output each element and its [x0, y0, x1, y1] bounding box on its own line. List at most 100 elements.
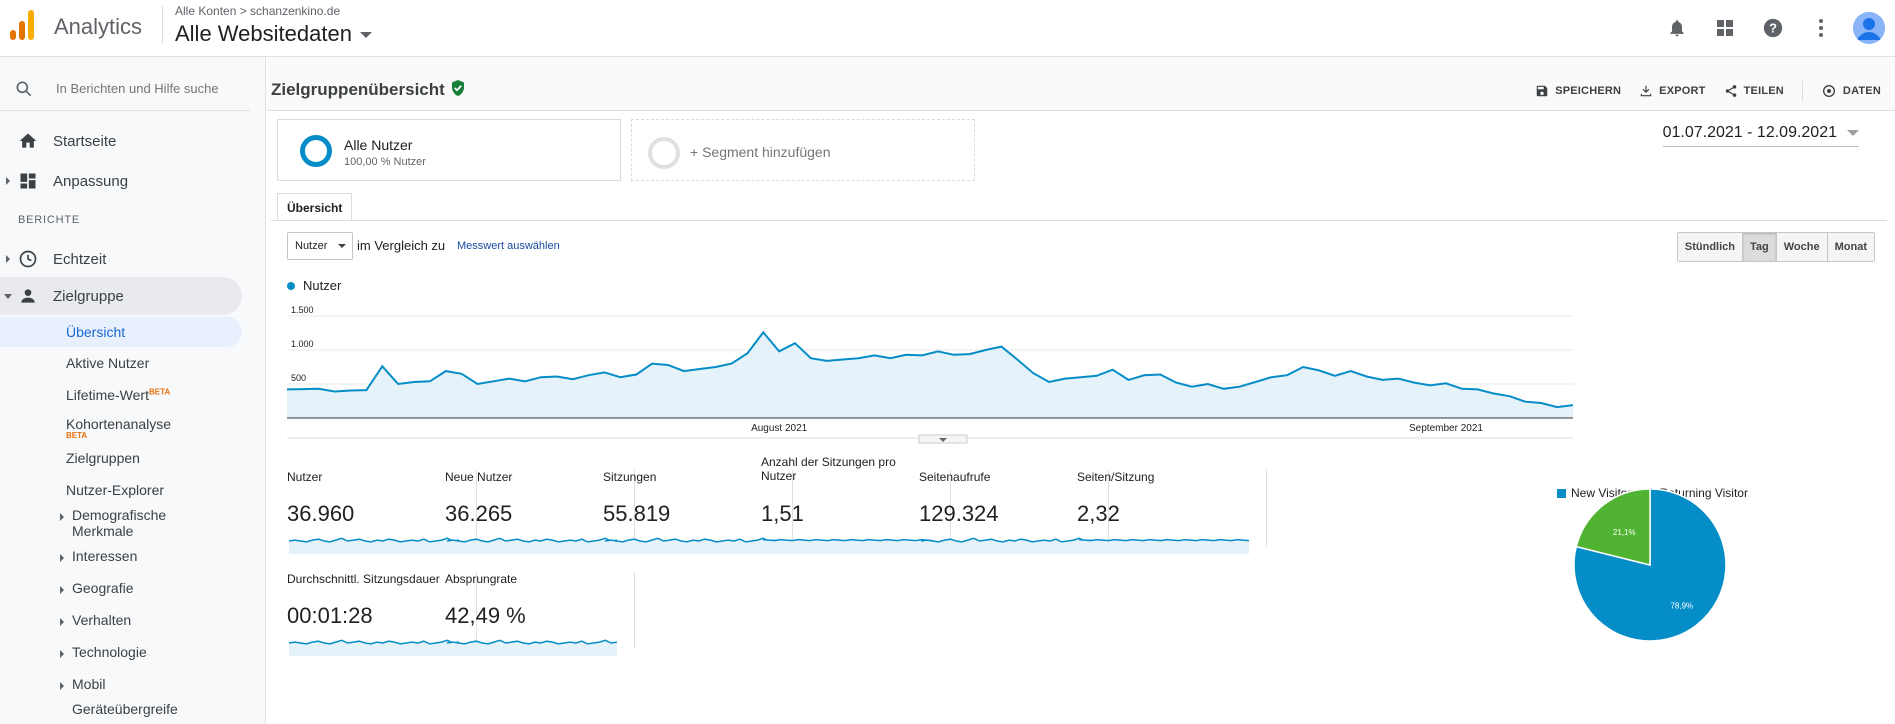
sparkline — [289, 639, 459, 656]
date-range-picker[interactable]: 01.07.2021 - 12.09.2021 — [1662, 124, 1859, 147]
sidebar-item-nutzer-explorer[interactable]: Nutzer-Explorer — [0, 475, 242, 505]
sub-label: Demografische Merkmale — [72, 507, 167, 539]
analytics-logo-icon[interactable] — [8, 8, 38, 42]
property-selector[interactable]: Alle Websitedaten — [175, 21, 372, 47]
sidebar-item-uebersicht[interactable]: Übersicht — [0, 317, 242, 347]
scorecard[interactable]: Neue Nutzer 36.265 — [445, 470, 635, 566]
collapse-arrow-icon — [4, 293, 12, 299]
scorecard[interactable]: Nutzer 36.960 — [287, 470, 477, 566]
sub-label: Technologie — [72, 644, 147, 660]
compare-text: im Vergleich zu — [357, 238, 446, 253]
sub-label: Geräteübergreife — [72, 701, 178, 717]
top-bar: Analytics Alle Konten > schanzenkino.de … — [0, 0, 1895, 57]
expand-arrow-icon — [60, 554, 64, 562]
caret-down-icon — [359, 32, 372, 39]
sparkline — [447, 537, 617, 554]
divider — [271, 220, 1887, 221]
scorecard[interactable]: Seitenaufrufe 129.324 — [919, 470, 1109, 566]
expand-arrow-icon — [60, 513, 64, 521]
sidebar-item-kohortenanalyse[interactable]: Kohortenanalyse BETA — [0, 411, 242, 441]
sidebar-item-demografie[interactable]: Demografische Merkmale — [0, 507, 242, 541]
select-metric-link[interactable]: Messwert auswählen — [457, 240, 560, 252]
page-header: Zielgruppenübersicht SPEICHERN EXPORT TE… — [267, 57, 1895, 111]
sidebar: Startseite Anpassung BERICHTE Echtzeit Z… — [0, 57, 266, 724]
nav-label: Zielgruppe — [53, 287, 124, 305]
section-label: BERICHTE — [18, 214, 81, 226]
sidebar-item-technologie[interactable]: Technologie — [0, 644, 242, 664]
expand-arrow-icon — [60, 682, 64, 690]
nav-item-echtzeit[interactable]: Echtzeit — [0, 241, 242, 277]
add-segment-button[interactable]: + Segment hinzufügen — [631, 119, 975, 181]
export-button[interactable]: EXPORT — [1639, 84, 1705, 98]
y-tick-label: 1.000 — [291, 339, 314, 349]
scorecard[interactable]: Sitzungen 55.819 — [603, 470, 793, 566]
expand-arrow-icon — [60, 650, 64, 658]
period-week-button[interactable]: Woche — [1775, 233, 1827, 261]
segment-all-users[interactable]: Alle Nutzer 100,00 % Nutzer — [277, 119, 621, 181]
sidebar-item-verhalten[interactable]: Verhalten — [0, 612, 242, 632]
divider — [476, 470, 477, 546]
series-line[interactable] — [287, 330, 1574, 409]
search-icon[interactable] — [14, 79, 34, 99]
sidebar-item-lifetime-wert[interactable]: Lifetime-WertBETA — [0, 380, 242, 410]
sidebar-item-zielgruppen[interactable]: Zielgruppen — [0, 443, 242, 473]
insights-button[interactable]: DATEN — [1821, 83, 1881, 99]
period-month-button[interactable]: Monat — [1826, 233, 1874, 261]
nav-item-zielgruppe[interactable]: Zielgruppe — [0, 277, 242, 315]
users-line-chart[interactable]: 500 1.000 1.500 August 2021 September 2021 — [287, 294, 1847, 444]
account-breadcrumb[interactable]: Alle Konten > schanzenkino.de — [175, 4, 341, 18]
sidebar-item-aktive-nutzer[interactable]: Aktive Nutzer — [0, 348, 242, 378]
more-vert-icon[interactable] — [1805, 12, 1837, 44]
chart-legend: Nutzer — [287, 278, 341, 293]
sparkline-line — [289, 639, 459, 645]
scorecard-label: Nutzer — [287, 470, 323, 484]
scorecard[interactable]: Durchschnittl. Sitzungsdauer 00:01:28 — [287, 572, 477, 668]
search-input[interactable] — [56, 81, 236, 96]
nav-item-startseite[interactable]: Startseite — [0, 123, 242, 159]
insights-icon — [1822, 85, 1835, 97]
apps-grid-icon[interactable] — [1709, 12, 1741, 44]
clock-icon — [19, 250, 37, 268]
segment-name: Alle Nutzer — [344, 137, 413, 153]
visitor-pie-chart[interactable]: 78,9% 21,1% — [1570, 485, 1730, 645]
pie-slice[interactable] — [1575, 488, 1651, 566]
sidebar-item-geraeteuebergreifend[interactable]: Geräteübergreife — [0, 701, 242, 721]
sparkline — [763, 538, 933, 554]
add-segment-label: + Segment hinzufügen — [690, 144, 831, 160]
metric-select[interactable]: Nutzer — [287, 232, 353, 260]
segment-sub: 100,00 % Nutzer — [344, 156, 426, 168]
sidebar-item-mobil[interactable]: Mobil — [0, 676, 242, 696]
nav-item-anpassung[interactable]: Anpassung — [0, 163, 242, 199]
scorecard[interactable]: Anzahl der Sitzungen pro Nutzer 1,51 — [761, 455, 951, 566]
insights-label: DATEN — [1842, 85, 1881, 97]
x-tick-label: August 2021 — [751, 423, 808, 434]
period-hourly-button[interactable]: Stündlich — [1677, 233, 1742, 261]
sub-label: Geografie — [72, 580, 134, 596]
person-icon — [21, 289, 35, 303]
scorecard[interactable]: Seiten/Sitzung 2,32 — [1077, 470, 1267, 566]
scorecard-value: 36.265 — [445, 501, 513, 526]
sparkline — [1079, 538, 1249, 554]
share-label: TEILEN — [1743, 85, 1784, 97]
period-day-button[interactable]: Tag — [1742, 233, 1776, 261]
legend-swatch — [1557, 489, 1566, 499]
scorecard[interactable]: Absprungrate 42,49 % — [445, 572, 635, 668]
sidebar-item-interessen[interactable]: Interessen — [0, 548, 242, 568]
chevron-down-icon — [939, 438, 947, 442]
sparkline-line — [763, 538, 933, 542]
tab-uebersicht[interactable]: Übersicht — [277, 193, 353, 221]
scorecard-value: 129.324 — [919, 501, 999, 526]
help-icon[interactable]: ? — [1757, 12, 1789, 44]
sub-label: Nutzer-Explorer — [66, 482, 165, 498]
bell-icon[interactable] — [1661, 12, 1693, 44]
save-button[interactable]: SPEICHERN — [1535, 84, 1621, 98]
sidebar-item-geografie[interactable]: Geografie — [0, 580, 242, 600]
share-button[interactable]: TEILEN — [1724, 84, 1784, 98]
search-box — [0, 69, 250, 111]
page-title: Zielgruppenübersicht — [271, 80, 445, 99]
share-icon — [1725, 85, 1736, 97]
avatar[interactable] — [1853, 12, 1885, 44]
dashboard-icon — [20, 173, 36, 189]
caret-down-icon — [1847, 129, 1859, 136]
sub-label: Übersicht — [66, 324, 126, 340]
